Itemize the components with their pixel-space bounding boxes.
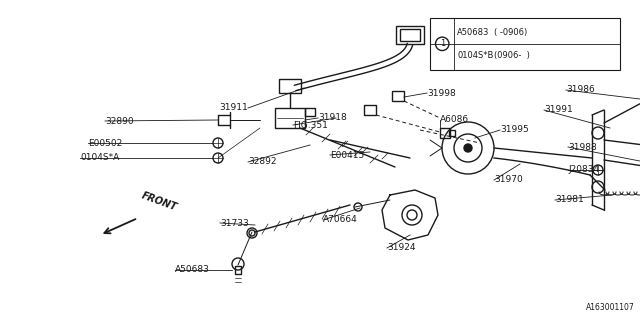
Text: (0906-  ): (0906- ) [494,51,531,60]
Text: 31924: 31924 [387,244,415,252]
Bar [449,130,455,136]
Bar [235,266,241,274]
Text: 31991: 31991 [544,106,573,115]
Bar [400,29,420,41]
Text: 31998: 31998 [427,89,456,98]
Text: 31986: 31986 [566,85,595,94]
Text: A70664: A70664 [323,215,358,225]
Bar [305,108,315,116]
Text: E00415: E00415 [330,150,364,159]
Text: A6086: A6086 [440,116,469,124]
Text: 31918: 31918 [318,114,347,123]
Text: E00502: E00502 [88,139,122,148]
Text: 32892: 32892 [248,157,276,166]
Bar [364,105,376,115]
Circle shape [464,144,472,152]
Bar [396,26,424,44]
Bar [430,18,620,70]
Text: FIG.351: FIG.351 [293,121,328,130]
Bar [392,91,404,101]
Text: 31981: 31981 [555,196,584,204]
Text: A163001107: A163001107 [586,303,635,312]
Text: 31995: 31995 [500,125,529,134]
Text: 32890: 32890 [105,116,134,125]
Text: ( -0906): ( -0906) [494,28,527,37]
Text: 31988: 31988 [568,142,596,151]
Text: 0104S*A: 0104S*A [80,154,119,163]
Text: FRONT: FRONT [140,191,179,213]
Text: 0104S*B: 0104S*B [458,51,494,60]
Text: 31970: 31970 [494,175,523,185]
Bar [279,79,301,93]
Text: J20834: J20834 [568,165,599,174]
Text: A50683: A50683 [175,266,210,275]
Text: 31733: 31733 [220,219,249,228]
Bar [275,108,305,128]
Text: 31911: 31911 [220,103,248,113]
Bar [440,128,450,138]
Text: A50683: A50683 [458,28,490,37]
Text: 1: 1 [440,39,445,48]
